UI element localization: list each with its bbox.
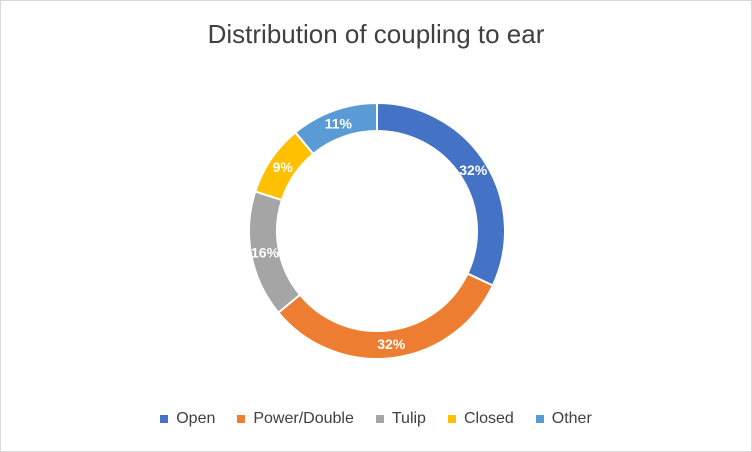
legend-swatch bbox=[447, 415, 456, 423]
slices-group bbox=[248, 101, 506, 360]
slice-other bbox=[294, 101, 378, 156]
legend-label: Open bbox=[176, 410, 216, 427]
legend-label: Power/Double bbox=[253, 410, 354, 427]
data-label-tulip: 16% bbox=[251, 244, 280, 260]
chart-title: Distribution of coupling to ear bbox=[207, 19, 545, 49]
data-label-power-double: 32% bbox=[377, 336, 406, 352]
data-label-other: 11% bbox=[325, 116, 353, 132]
legend-swatch bbox=[375, 415, 384, 423]
legend-item-open: Open bbox=[160, 410, 215, 428]
data-label-closed: 9% bbox=[273, 159, 294, 175]
slice-open bbox=[376, 101, 506, 287]
labels-group: 32% 32% 16% 9% 11% bbox=[251, 116, 488, 352]
legend-item-tulip: Tulip bbox=[375, 410, 426, 428]
legend-label: Closed bbox=[463, 410, 514, 427]
legend-swatch bbox=[535, 415, 544, 423]
legend-item-power-double: Power/Double bbox=[237, 410, 354, 428]
legend-item-other: Other bbox=[535, 410, 592, 428]
legend-label: Other bbox=[551, 410, 592, 427]
legend: Open Power/Double Tulip Closed Other bbox=[1, 410, 751, 428]
legend-swatch bbox=[160, 415, 169, 423]
data-label-open: 32% bbox=[459, 162, 488, 178]
legend-swatch bbox=[237, 415, 246, 423]
legend-label: Tulip bbox=[391, 410, 426, 427]
legend-item-closed: Closed bbox=[447, 410, 514, 428]
